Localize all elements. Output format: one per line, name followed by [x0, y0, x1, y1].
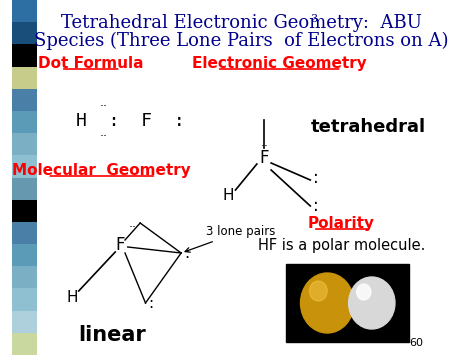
Bar [12, 111, 37, 133]
Text: Electronic Geometry: Electronic Geometry [192, 56, 366, 71]
Circle shape [348, 277, 395, 329]
Bar [12, 0, 37, 22]
Text: H  :  F  :: H : F : [76, 112, 185, 130]
Text: Dot Formula: Dot Formula [37, 56, 143, 71]
Text: HF is a polar molecule.: HF is a polar molecule. [258, 238, 425, 253]
Bar [12, 22, 37, 44]
Bar [12, 244, 37, 266]
Bar [12, 155, 37, 178]
Text: ..: .. [261, 136, 269, 149]
Text: ..: .. [129, 217, 137, 230]
Text: :: : [313, 169, 319, 187]
Bar [12, 178, 37, 200]
Circle shape [310, 281, 327, 301]
Text: H: H [67, 290, 78, 306]
Bar [12, 200, 37, 222]
Text: linear: linear [78, 325, 146, 345]
Bar [12, 266, 37, 288]
Bar [12, 89, 37, 111]
Text: :: : [184, 246, 189, 261]
Text: tetrahedral: tetrahedral [310, 118, 426, 136]
Bar [12, 67, 37, 89]
Text: F: F [116, 236, 125, 254]
Text: 3 lone pairs: 3 lone pairs [185, 225, 275, 252]
Text: :: : [148, 295, 153, 311]
Text: H: H [223, 189, 234, 203]
Text: :: : [313, 197, 319, 215]
Text: F: F [259, 149, 269, 167]
Text: ..: .. [100, 96, 108, 109]
Bar [12, 288, 37, 311]
Bar [12, 311, 37, 333]
Bar [12, 133, 37, 155]
Text: Tetrahedral Electronic Geometry:  ABU: Tetrahedral Electronic Geometry: ABU [61, 14, 422, 32]
Text: Species (Three Lone Pairs  of Electrons on A): Species (Three Lone Pairs of Electrons o… [35, 32, 449, 50]
Text: Polarity: Polarity [308, 216, 375, 231]
Text: 60: 60 [410, 338, 423, 348]
Circle shape [356, 284, 371, 300]
Text: ..: .. [100, 126, 108, 139]
Text: 3: 3 [310, 14, 318, 24]
Text: Molecular  Geometry: Molecular Geometry [11, 163, 191, 178]
Bar [12, 222, 37, 244]
Bar [286, 264, 409, 342]
Circle shape [301, 273, 354, 333]
Bar [12, 44, 37, 67]
Bar [12, 333, 37, 355]
